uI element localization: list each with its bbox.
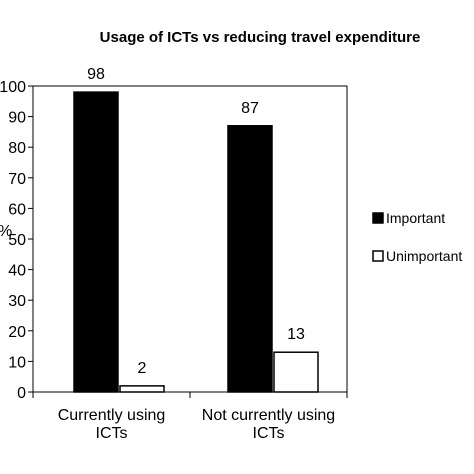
bar-important-1 — [227, 125, 273, 393]
chart-title: Usage of ICTs vs reducing travel expendi… — [100, 29, 421, 46]
y-tick-label: 0 — [17, 385, 26, 402]
y-tick-label: 100 — [0, 79, 26, 96]
y-tick-label: 20 — [8, 324, 26, 341]
x-category-label: ICTs — [253, 425, 285, 442]
y-tick-label: 30 — [8, 293, 26, 310]
plot-area: 0 10 20 30 40 50 60 70 80 90 100 98 2 Currently using… — [0, 66, 348, 442]
data-label: 13 — [287, 326, 305, 343]
x-category-label: Currently using — [58, 407, 166, 424]
data-label: 87 — [241, 100, 259, 117]
data-label: 2 — [138, 360, 147, 377]
legend-swatch-unimportant — [372, 250, 384, 262]
legend-swatch-important — [372, 212, 384, 224]
y-tick-label: 90 — [8, 110, 26, 127]
y-tick-label: 80 — [8, 140, 26, 157]
y-tick-label: 10 — [8, 354, 26, 371]
x-category-label: Not currently using — [202, 407, 335, 424]
bar-unimportant-1 — [273, 351, 319, 393]
x-category-label: ICTs — [96, 425, 128, 442]
data-label: 98 — [87, 66, 105, 83]
legend-label-important: Important — [386, 210, 445, 226]
bar-unimportant-0 — [119, 385, 165, 393]
y-tick-label: 70 — [8, 171, 26, 188]
y-tick-label: 60 — [8, 201, 26, 218]
y-axis-label: % — [0, 223, 12, 240]
y-tick-label: 40 — [8, 263, 26, 280]
legend: Important Unimportant — [372, 210, 462, 264]
bar-important-0 — [73, 91, 119, 393]
legend-label-unimportant: Unimportant — [386, 248, 462, 264]
y-tick-label: 50 — [8, 232, 26, 249]
